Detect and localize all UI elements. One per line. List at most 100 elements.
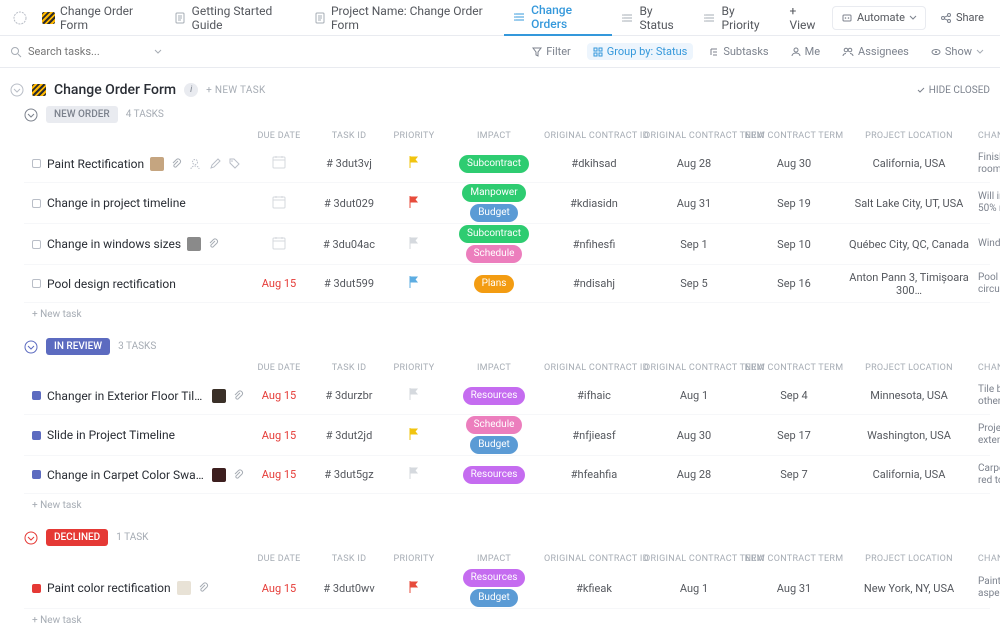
new-task-button[interactable]: + NEW TASK bbox=[206, 85, 265, 96]
tab-by-priority[interactable]: By Priority bbox=[694, 0, 779, 36]
tag[interactable]: Resources bbox=[463, 387, 526, 405]
due-date[interactable] bbox=[244, 194, 314, 213]
priority-flag[interactable] bbox=[384, 387, 444, 404]
status-badge[interactable]: IN REVIEW bbox=[46, 338, 110, 355]
col-header[interactable]: PRIORITY bbox=[384, 363, 444, 373]
attachment-icon[interactable] bbox=[197, 582, 209, 594]
col-header[interactable]: PRIORITY bbox=[384, 131, 444, 141]
me-button[interactable]: Me bbox=[785, 43, 826, 60]
show-button[interactable]: Show bbox=[925, 43, 990, 60]
collapse-icon[interactable] bbox=[10, 83, 24, 97]
tag[interactable]: Plans bbox=[474, 275, 515, 293]
col-header[interactable]: NEW CONTRACT TERM bbox=[744, 554, 844, 564]
group-toggle[interactable] bbox=[24, 531, 38, 545]
due-date[interactable]: Aug 15 bbox=[244, 468, 314, 481]
breadcrumb-list[interactable]: Change Order Form bbox=[32, 0, 164, 36]
task-name[interactable]: Change in Carpet Color Swatch bbox=[47, 468, 206, 482]
task-row[interactable]: Pool design rectificationAug 15# 3dut599… bbox=[24, 265, 990, 303]
automate-button[interactable]: Automate bbox=[832, 6, 926, 30]
tag[interactable]: Budget bbox=[470, 589, 518, 607]
task-name[interactable]: Paint color rectification bbox=[47, 581, 171, 595]
status-square[interactable] bbox=[32, 584, 41, 593]
col-header[interactable]: IMPACT bbox=[444, 554, 544, 564]
attachment-icon[interactable] bbox=[232, 390, 244, 402]
col-header[interactable]: IMPACT bbox=[444, 363, 544, 373]
tab-by-status[interactable]: By Status bbox=[612, 0, 694, 36]
task-row[interactable]: Change in windows sizes# 3du04acSubcontr… bbox=[24, 224, 990, 265]
attachment-icon[interactable] bbox=[207, 238, 219, 250]
priority-flag[interactable] bbox=[384, 427, 444, 444]
tag[interactable]: Budget bbox=[470, 204, 518, 222]
tag[interactable]: Budget bbox=[470, 436, 518, 454]
task-name[interactable]: Pool design rectification bbox=[47, 277, 176, 291]
task-row[interactable]: Changer in Exterior Floor Tiles Swatch Au… bbox=[24, 377, 990, 415]
status-square[interactable] bbox=[32, 199, 41, 208]
col-header[interactable]: CHANGE ORDER DESCRIPTION bbox=[974, 131, 1000, 141]
col-header[interactable]: CHANGE ORDER DESCRIPTION bbox=[974, 363, 1000, 373]
assignees-button[interactable]: Assignees bbox=[836, 43, 915, 60]
filter-button[interactable]: Filter bbox=[526, 43, 577, 60]
col-header[interactable]: DUE DATE bbox=[244, 554, 314, 564]
task-name[interactable]: Slide in Project Timeline bbox=[47, 428, 175, 442]
priority-flag[interactable] bbox=[384, 466, 444, 483]
status-badge[interactable]: NEW ORDER bbox=[46, 106, 118, 123]
due-date[interactable]: Aug 15 bbox=[244, 277, 314, 290]
hide-closed-button[interactable]: HIDE CLOSED bbox=[916, 85, 990, 96]
task-name[interactable]: Paint Rectification bbox=[47, 157, 144, 171]
col-header[interactable]: TASK ID bbox=[314, 554, 384, 564]
status-square[interactable] bbox=[32, 279, 41, 288]
subtasks-button[interactable]: Subtasks bbox=[703, 43, 774, 60]
task-row[interactable]: Change in Carpet Color SwatchAug 15# 3du… bbox=[24, 456, 990, 494]
edit-icon[interactable] bbox=[208, 157, 222, 171]
due-date[interactable] bbox=[244, 235, 314, 254]
col-header[interactable]: ORIGINAL CONTRACT ID bbox=[544, 363, 644, 373]
task-row[interactable]: Paint color rectificationAug 15# 3dut0wv… bbox=[24, 568, 990, 609]
info-icon[interactable]: i bbox=[184, 83, 198, 97]
group-toggle[interactable] bbox=[24, 108, 38, 122]
tag[interactable]: Schedule bbox=[466, 416, 523, 434]
col-header[interactable]: ORIGINAL CONTRACT TERM bbox=[644, 554, 744, 564]
tag[interactable]: Subcontract bbox=[459, 225, 529, 243]
tag[interactable]: Resources bbox=[463, 466, 526, 484]
col-header[interactable]: CHANGE ORDER DESCRIPTION bbox=[974, 554, 1000, 564]
task-row[interactable]: Paint Rectification# 3dut3vjSubcontract#… bbox=[24, 145, 990, 183]
add-task-button[interactable]: + New task bbox=[24, 303, 990, 320]
due-date[interactable]: Aug 15 bbox=[244, 582, 314, 595]
add-task-button[interactable]: + New task bbox=[24, 609, 990, 626]
task-name[interactable]: Changer in Exterior Floor Tiles Swatch bbox=[47, 389, 206, 403]
tab-project-name-change-order-form[interactable]: Project Name: Change Order Form bbox=[304, 0, 504, 36]
col-header[interactable]: IMPACT bbox=[444, 131, 544, 141]
group-toggle[interactable] bbox=[24, 340, 38, 354]
add-view[interactable]: + View bbox=[779, 0, 832, 36]
task-name[interactable]: Change in windows sizes bbox=[47, 237, 181, 251]
col-header[interactable]: ORIGINAL CONTRACT ID bbox=[544, 131, 644, 141]
col-header[interactable]: PRIORITY bbox=[384, 554, 444, 564]
col-header[interactable]: NEW CONTRACT TERM bbox=[744, 363, 844, 373]
status-badge[interactable]: DECLINED bbox=[46, 529, 108, 546]
due-date[interactable]: Aug 15 bbox=[244, 429, 314, 442]
col-header[interactable]: NEW CONTRACT TERM bbox=[744, 131, 844, 141]
tag[interactable]: Resources bbox=[463, 569, 526, 587]
search[interactable] bbox=[10, 45, 162, 58]
col-header[interactable]: PROJECT LOCATION bbox=[844, 131, 974, 141]
add-task-button[interactable]: + New task bbox=[24, 494, 990, 511]
status-square[interactable] bbox=[32, 159, 41, 168]
chevron-down-icon[interactable] bbox=[154, 48, 162, 56]
attachment-icon[interactable] bbox=[170, 158, 182, 170]
priority-flag[interactable] bbox=[384, 195, 444, 212]
col-header[interactable]: PROJECT LOCATION bbox=[844, 363, 974, 373]
col-header[interactable]: ORIGINAL CONTRACT TERM bbox=[644, 363, 744, 373]
col-header[interactable]: TASK ID bbox=[314, 131, 384, 141]
status-square[interactable] bbox=[32, 431, 41, 440]
group-by-button[interactable]: Group by: Status bbox=[587, 43, 694, 60]
due-date[interactable] bbox=[244, 154, 314, 173]
due-date[interactable]: Aug 15 bbox=[244, 389, 314, 402]
attachment-icon[interactable] bbox=[232, 469, 244, 481]
priority-flag[interactable] bbox=[384, 236, 444, 253]
tab-change-orders[interactable]: Change Orders bbox=[504, 0, 612, 36]
priority-flag[interactable] bbox=[384, 155, 444, 172]
priority-flag[interactable] bbox=[384, 580, 444, 597]
tag-icon[interactable] bbox=[228, 157, 242, 171]
priority-flag[interactable] bbox=[384, 275, 444, 292]
assignee-icon[interactable] bbox=[188, 157, 202, 171]
